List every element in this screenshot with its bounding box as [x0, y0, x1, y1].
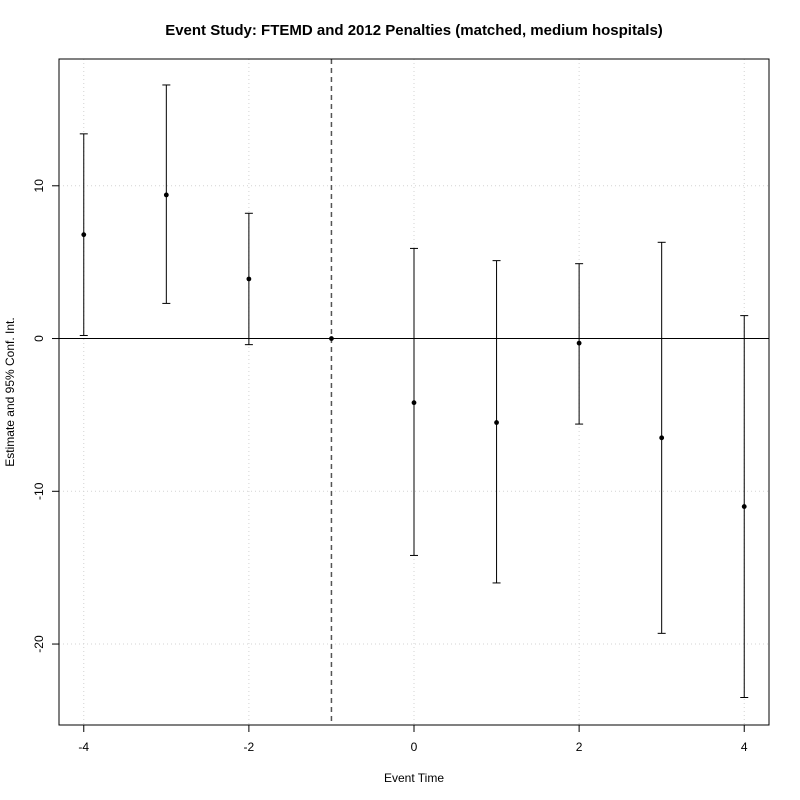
- estimate-point: [576, 340, 582, 346]
- data-marks: [79, 84, 749, 699]
- x-tick-label: 4: [741, 740, 748, 754]
- y-tick-label: -10: [32, 482, 46, 500]
- x-tick-label: 2: [576, 740, 583, 754]
- x-tick-label: -4: [78, 740, 89, 754]
- y-axis-label: Estimate and 95% Conf. Int.: [3, 317, 17, 466]
- x-tick-label: -2: [244, 740, 255, 754]
- y-tick-label: 10: [32, 179, 46, 193]
- x-axis-label: Event Time: [384, 771, 444, 785]
- estimate-point: [741, 504, 747, 509]
- y-tick-label: -20: [32, 635, 46, 653]
- estimate-point: [411, 400, 417, 406]
- estimate-point: [494, 420, 499, 425]
- estimate-point: [81, 232, 87, 238]
- estimate-point: [163, 192, 169, 198]
- estimate-point: [329, 336, 334, 341]
- estimate-point: [246, 276, 252, 282]
- x-tick-label: 0: [411, 740, 418, 754]
- estimate-point: [659, 435, 665, 441]
- y-tick-label: 0: [32, 335, 46, 342]
- chart-title: Event Study: FTEMD and 2012 Penalties (m…: [165, 22, 663, 39]
